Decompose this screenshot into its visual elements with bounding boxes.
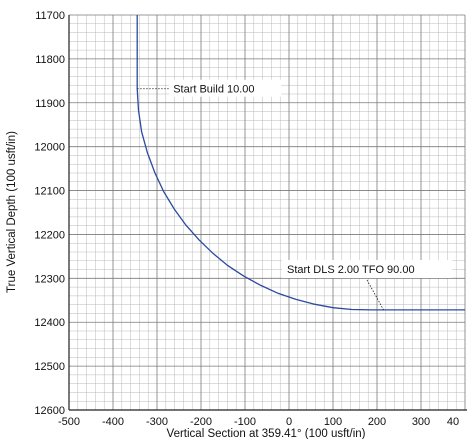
x-tick-label: -300: [146, 416, 168, 428]
y-tick-label: 12600: [34, 405, 65, 417]
x-tick-label: -400: [102, 416, 124, 428]
x-tick-label: 300: [412, 416, 430, 428]
y-tick-label: 12400: [34, 317, 65, 329]
y-tick-label: 12000: [34, 142, 65, 154]
y-tick-label: 12100: [34, 186, 65, 198]
y-tick-label: 11900: [35, 98, 65, 110]
start-build-label-bg: [169, 79, 282, 97]
start-dls-label-bg: [282, 260, 452, 278]
x-tick-label: -100: [234, 416, 256, 428]
y-tick-label: 12500: [34, 361, 65, 373]
x-axis-label: Vertical Section at 359.41° (100 usft/in…: [167, 428, 366, 439]
wellbore-trajectory-line: [136, 15, 465, 311]
start-build-annotation: Start Build 10.00: [173, 84, 254, 96]
start-dls-annotation: Start DLS 2.00 TFO 90.00: [287, 264, 415, 276]
x-tick-label: 0: [286, 416, 292, 428]
x-tick-label: -200: [190, 416, 212, 428]
y-tick-labels: 11700 11800 11900 12000 12100 12200 12300 12400…: [34, 10, 65, 417]
annotations: Start Build 10.00 Start DLS 2.00 TFO 90.0…: [137, 79, 452, 311]
x-tick-label: 40: [447, 416, 459, 428]
y-tick-label: 12300: [34, 273, 65, 285]
x-tick-label: 100: [324, 416, 342, 428]
y-tick-label: 12200: [34, 229, 65, 241]
x-tick-label: 200: [368, 416, 386, 428]
y-tick-label: 11700: [35, 10, 65, 22]
x-tick-label: -500: [58, 416, 80, 428]
plot-background: [69, 15, 467, 410]
y-axis-label: True Vertical Depth (100 usft/in): [6, 131, 18, 293]
y-tick-label: 11800: [35, 54, 65, 66]
x-tick-labels: -500 -400 -300 -200 -100 0 100 200 300 40: [58, 416, 459, 428]
